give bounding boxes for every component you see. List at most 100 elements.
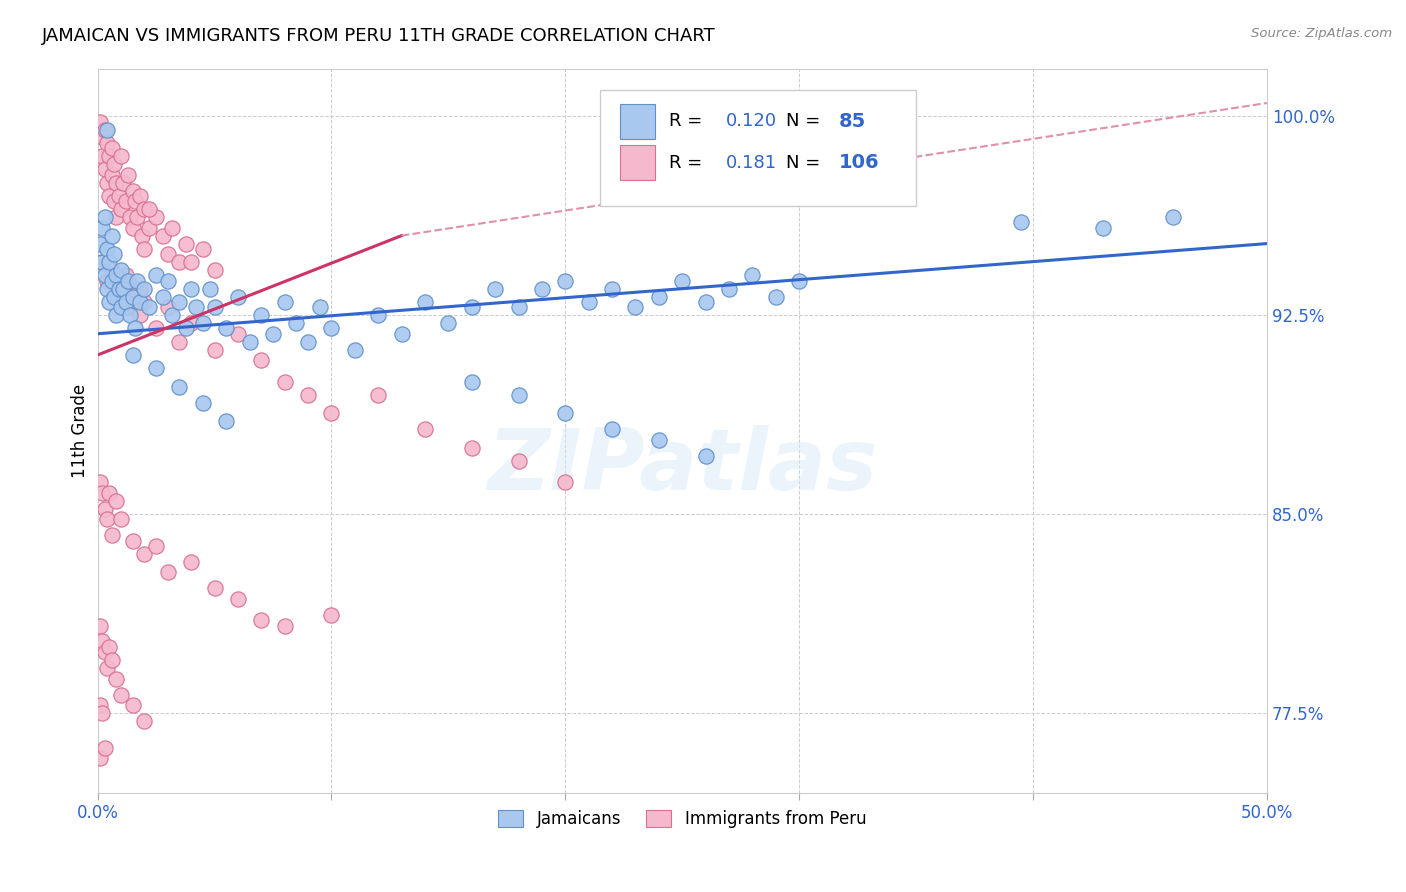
Point — [391, 326, 413, 341]
Point — [508, 300, 530, 314]
Point — [180, 255, 202, 269]
Point — [648, 433, 671, 447]
Point — [367, 308, 389, 322]
Point — [250, 613, 273, 627]
Point — [1163, 210, 1185, 224]
Point — [226, 326, 249, 341]
Point — [98, 189, 121, 203]
Point — [114, 268, 136, 283]
Point — [162, 308, 184, 322]
Point — [128, 308, 150, 322]
Point — [110, 274, 132, 288]
Point — [93, 501, 115, 516]
Text: 85: 85 — [839, 112, 866, 131]
Point — [648, 290, 671, 304]
Point — [226, 290, 249, 304]
Point — [114, 294, 136, 309]
Point — [110, 263, 132, 277]
Point — [134, 294, 156, 309]
Point — [100, 528, 122, 542]
Point — [100, 228, 122, 243]
Point — [91, 255, 114, 269]
Point — [285, 316, 308, 330]
Point — [156, 247, 179, 261]
Point — [93, 122, 115, 136]
Point — [114, 300, 136, 314]
Point — [127, 274, 149, 288]
Point — [765, 290, 787, 304]
Point — [128, 189, 150, 203]
Point — [89, 236, 111, 251]
Point — [121, 290, 143, 304]
Point — [145, 539, 167, 553]
Point — [578, 294, 600, 309]
Point — [100, 168, 122, 182]
Point — [134, 714, 156, 728]
Point — [169, 380, 191, 394]
Point — [413, 294, 436, 309]
Point — [110, 202, 132, 216]
Text: 106: 106 — [839, 153, 880, 172]
Point — [96, 176, 118, 190]
Point — [114, 194, 136, 208]
Point — [461, 300, 484, 314]
Point — [297, 334, 319, 349]
Point — [250, 308, 273, 322]
Point — [91, 130, 114, 145]
Point — [96, 512, 118, 526]
Point — [215, 414, 238, 428]
Point — [121, 698, 143, 712]
Point — [110, 300, 132, 314]
Point — [93, 210, 115, 224]
Point — [413, 422, 436, 436]
FancyBboxPatch shape — [620, 145, 655, 180]
Point — [204, 343, 226, 357]
Point — [145, 210, 167, 224]
Point — [156, 300, 179, 314]
Point — [121, 533, 143, 548]
Point — [162, 220, 184, 235]
Point — [100, 263, 122, 277]
Point — [98, 640, 121, 654]
Point — [91, 220, 114, 235]
Point — [96, 136, 118, 150]
Point — [156, 274, 179, 288]
Point — [93, 740, 115, 755]
Point — [105, 290, 128, 304]
Point — [91, 149, 114, 163]
Point — [671, 274, 693, 288]
Point — [96, 274, 118, 288]
Point — [321, 406, 343, 420]
Point — [121, 220, 143, 235]
Point — [107, 189, 129, 203]
Point — [105, 672, 128, 686]
Point — [138, 220, 160, 235]
Point — [198, 282, 221, 296]
Text: 0.120: 0.120 — [725, 112, 776, 130]
Point — [93, 645, 115, 659]
Point — [695, 294, 717, 309]
Point — [156, 566, 179, 580]
Point — [127, 210, 149, 224]
Point — [176, 236, 198, 251]
Point — [191, 395, 214, 409]
Point — [169, 255, 191, 269]
Point — [321, 321, 343, 335]
Point — [134, 282, 156, 296]
Point — [239, 334, 262, 349]
Point — [138, 300, 160, 314]
Point — [145, 268, 167, 283]
Point — [98, 255, 121, 269]
Point — [117, 168, 139, 182]
Point — [110, 512, 132, 526]
Point — [554, 274, 576, 288]
Text: Source: ZipAtlas.com: Source: ZipAtlas.com — [1251, 27, 1392, 40]
Point — [93, 268, 115, 283]
Point — [98, 294, 121, 309]
Point — [145, 321, 167, 335]
Point — [624, 300, 647, 314]
Point — [600, 422, 623, 436]
Point — [121, 184, 143, 198]
Point — [96, 661, 118, 675]
Point — [128, 282, 150, 296]
